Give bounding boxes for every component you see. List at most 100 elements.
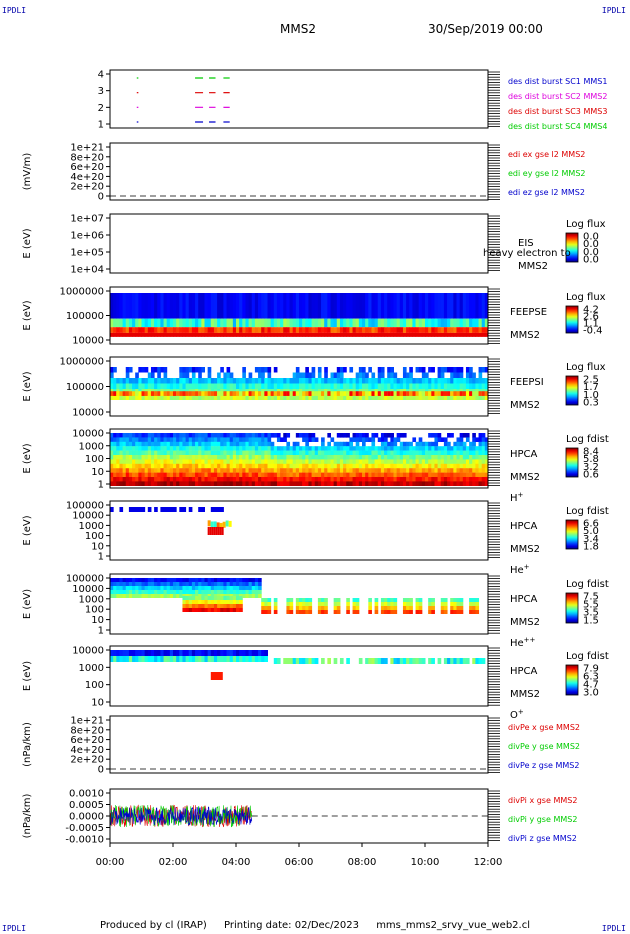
colorbar-title: Log flux xyxy=(566,362,606,373)
spectro-cell xyxy=(428,459,432,464)
x-tick-label: 08:00 xyxy=(348,857,377,868)
spectro-cell xyxy=(475,327,480,333)
spectro-cell xyxy=(333,372,338,378)
spectro-cell xyxy=(276,378,281,384)
spectro-cell xyxy=(434,481,439,486)
spectro-cell xyxy=(223,437,228,442)
spectro-cell xyxy=(166,472,171,478)
spectro-cell xyxy=(210,378,215,384)
spectro-cell xyxy=(223,293,228,319)
spectro-cell xyxy=(191,327,196,333)
spectro-cell xyxy=(179,332,183,337)
spectro-cell xyxy=(210,327,215,333)
spectro-cell xyxy=(201,433,205,438)
spectro-cell xyxy=(198,450,202,456)
spectro-cell xyxy=(402,602,407,606)
spectro-cell xyxy=(453,450,457,456)
spectro-cell xyxy=(295,372,300,378)
spectro-cell xyxy=(125,441,130,447)
spectro-cell xyxy=(295,378,300,384)
spectro-cell xyxy=(355,433,360,438)
spectro-cell xyxy=(198,582,202,586)
spectro-cell xyxy=(166,459,171,464)
spectro-cell xyxy=(207,391,212,396)
spectro-cell xyxy=(437,459,442,464)
spectro-cell xyxy=(327,394,331,400)
spectro-cell xyxy=(302,332,306,337)
spectro-cell xyxy=(434,441,439,447)
spectro-cell xyxy=(302,383,306,389)
spectro-cell xyxy=(409,610,413,614)
spectro-cell xyxy=(459,477,464,482)
spectro-cell xyxy=(276,433,281,438)
spectro-cell xyxy=(336,481,341,486)
spectro-cell xyxy=(276,332,281,337)
spectro-cell xyxy=(270,468,275,473)
spectro-cell xyxy=(305,477,309,482)
spectro-cell xyxy=(173,318,177,328)
spectro-cell xyxy=(242,367,246,373)
spectro-cell xyxy=(185,394,190,400)
spectro-cell xyxy=(418,472,423,478)
spectro-cell xyxy=(368,446,372,451)
spectro-cell xyxy=(462,394,467,400)
spectro-cell xyxy=(311,394,316,400)
y-tick-label: 10000 xyxy=(72,511,104,522)
spectro-cell xyxy=(425,378,429,384)
spectro-cell xyxy=(406,318,410,328)
spectro-cell xyxy=(409,481,413,486)
spectro-cell xyxy=(302,446,306,451)
spectro-cell xyxy=(437,391,442,396)
spectro-cell xyxy=(229,433,234,438)
spectro-cell xyxy=(128,586,133,590)
spectro-cell xyxy=(169,590,174,594)
y-axis-label: E (eV) xyxy=(22,228,33,258)
corner-label-br: IPDLI xyxy=(601,924,626,933)
spectro-cell xyxy=(380,391,385,396)
spectro-cell xyxy=(207,656,212,662)
spectro-cell xyxy=(327,441,331,447)
spectro-cell xyxy=(346,318,350,328)
spectro-cell xyxy=(390,658,394,664)
spectro-cell xyxy=(317,606,322,610)
spectro-cell xyxy=(207,332,212,337)
spectro-cell xyxy=(261,606,265,610)
spectro-cell xyxy=(355,327,360,333)
y-tick-label: 10 xyxy=(91,467,104,478)
panel-frame xyxy=(109,715,489,774)
spectro-cell xyxy=(182,441,187,447)
spectro-cell xyxy=(387,468,391,473)
spectro-cell xyxy=(116,391,120,396)
spectro-cell xyxy=(462,327,467,333)
spectro-cell xyxy=(302,391,306,396)
spectro-cell xyxy=(122,332,127,337)
spectro-cell xyxy=(160,394,165,400)
spectro-cell xyxy=(110,437,114,442)
spectro-cell xyxy=(122,650,127,656)
spectro-cell xyxy=(254,446,259,451)
spectro-cell xyxy=(201,590,205,594)
spectro-cell xyxy=(251,582,256,586)
spectro-cell xyxy=(374,598,379,602)
spectro-cell xyxy=(179,437,183,442)
spectro-cell xyxy=(286,606,291,610)
spectro-cell xyxy=(245,433,250,438)
spectro-cell xyxy=(173,327,177,333)
spectro-cell xyxy=(229,455,234,460)
spectro-cell xyxy=(415,327,420,333)
spectro-cell xyxy=(289,378,294,384)
spectro-cell xyxy=(270,446,275,451)
spectro-cell xyxy=(182,650,187,656)
spectro-cell xyxy=(362,367,366,373)
spectro-cell xyxy=(198,650,202,656)
spectro-cell xyxy=(217,604,221,608)
spectro-cell xyxy=(396,446,401,451)
spectro-cell xyxy=(450,468,454,473)
spectro-cell xyxy=(314,459,319,464)
spectro-cell xyxy=(248,582,253,586)
spectro-cell xyxy=(135,383,139,389)
spectro-cell xyxy=(292,394,297,400)
spectro-cell xyxy=(182,378,187,384)
spectro-cell xyxy=(179,446,183,451)
spectro-cell xyxy=(195,450,199,456)
